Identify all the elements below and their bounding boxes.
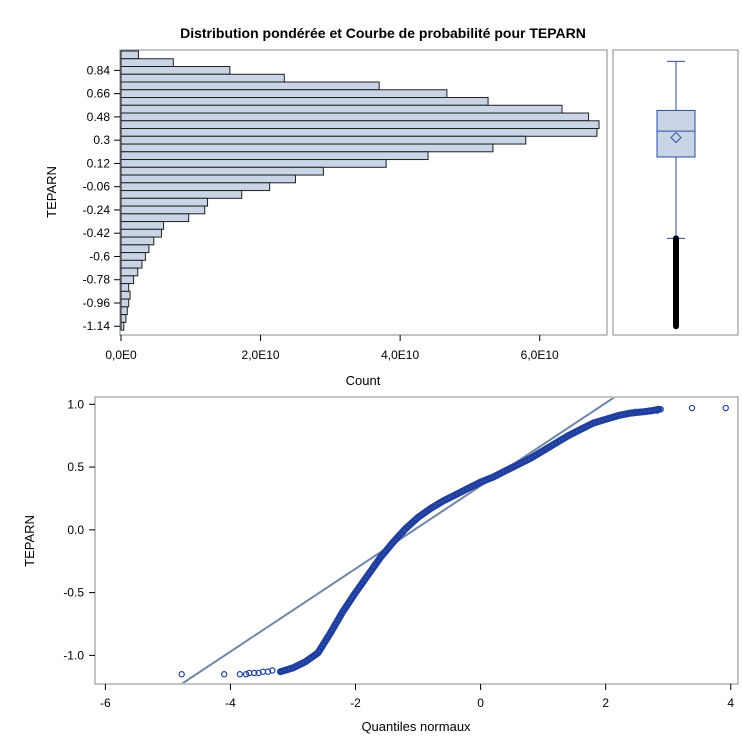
histogram-bar: [120, 267, 139, 277]
histogram-y-tick-label: 0.66: [87, 87, 111, 101]
qq-y-tick-label: 0.5: [67, 460, 84, 474]
qq-x-tick-label: 4: [727, 696, 734, 710]
qq-plot-frame: [94, 396, 739, 685]
histogram-bar: [120, 205, 206, 215]
histogram-bar: [120, 244, 150, 254]
histogram-bar: [120, 252, 146, 261]
qq-point: [636, 408, 644, 416]
qq-y-tick-label: 0.0: [67, 523, 84, 537]
histogram-bar: [120, 97, 489, 106]
qq-point: [722, 404, 729, 412]
histogram-bar: [120, 298, 130, 308]
qq-point: [236, 671, 244, 678]
histogram-bar: [120, 213, 190, 223]
histogram-bar: [120, 58, 174, 68]
histogram-bar: [120, 135, 527, 145]
histogram-bar: [120, 50, 139, 60]
histogram-y-tick-label: 0.48: [87, 110, 111, 124]
boxplot-panel: [612, 49, 739, 336]
qq-reference-line: [181, 398, 616, 683]
histogram-x-tick-label: 4,0E10: [381, 348, 419, 362]
histogram-y-tick-label: 0.12: [87, 156, 111, 170]
boxplot-mean-marker: [670, 131, 682, 144]
histogram-bar: [120, 151, 429, 161]
histogram-bar: [120, 182, 271, 192]
histogram-y-tick-label: 0.3: [93, 133, 110, 147]
histogram-bar: [120, 89, 448, 99]
histogram-bar: [120, 159, 387, 168]
qq-x-tick-label: -4: [225, 696, 236, 710]
histogram-x-tick-label: 2,0E10: [242, 348, 280, 362]
histogram-bar: [120, 290, 131, 300]
histogram-y-axis-label: TEPARN: [44, 166, 59, 218]
histogram-bar: [120, 228, 162, 238]
qq-x-tick-label: -6: [100, 696, 111, 710]
qq-x-tick-label: 0: [477, 696, 484, 710]
histogram-y-tick-label: -0.6: [89, 249, 110, 263]
qq-point: [688, 404, 696, 412]
histogram-x-tick-label: 6,0E10: [521, 348, 559, 362]
histogram-bar: [120, 197, 209, 207]
histogram-bar: [120, 166, 324, 176]
histogram-y-tick-label: -0.24: [83, 203, 111, 217]
histogram-bar: [120, 236, 155, 246]
chart-title: Distribution pondérée et Courbe de proba…: [180, 25, 586, 41]
qq-point: [178, 671, 185, 678]
histogram-bar: [120, 174, 296, 184]
qq-y-tick-label: -1.0: [63, 648, 84, 662]
histogram-bar: [120, 259, 143, 269]
histogram-bar: [120, 143, 494, 153]
histogram-bar: [120, 128, 598, 137]
qq-x-tick-label: -2: [350, 696, 361, 710]
histogram-bar: [120, 221, 165, 230]
histogram-bar: [120, 112, 590, 122]
histogram-bar: [120, 104, 563, 114]
histogram-x-tick-label: 0,0E0: [105, 348, 137, 362]
qq-point: [653, 407, 661, 414]
boxplot-box: [656, 109, 696, 158]
histogram-panel: 0.84 0.66 0.48 0.3 0.12 -0.06 -0.24 -0.42 -0.6 -0…: [44, 49, 608, 388]
qq-y-tick-label: -0.5: [63, 586, 84, 600]
qq-point: [646, 407, 653, 414]
qq-point: [632, 408, 639, 416]
qq-point: [251, 669, 258, 677]
histogram-bar: [120, 314, 127, 323]
qq-sample-curve-texture: [280, 408, 659, 673]
qq-point: [269, 667, 276, 674]
qq-point: [657, 406, 664, 413]
qq-y-axis-label: TEPARN: [22, 515, 37, 567]
histogram-bar: [120, 321, 125, 331]
qq-point: [220, 671, 228, 678]
qq-y-tick-label: 1.0: [67, 397, 84, 411]
histogram-bar: [120, 73, 285, 83]
histogram-bar: [120, 190, 243, 199]
histogram-y-tick-label: -1.14: [83, 319, 111, 333]
histogram-bar: [120, 120, 600, 130]
histogram-y-tick-label: -0.78: [83, 273, 111, 287]
qq-x-tick-label: 2: [602, 696, 609, 710]
histogram-bar: [120, 275, 135, 285]
histogram-x-axis-label: Count: [346, 373, 381, 388]
qq-point: [242, 671, 250, 678]
histogram-y-tick-label: -0.42: [83, 226, 111, 240]
histogram-y-tick-label: -0.06: [83, 180, 111, 194]
histogram-bar: [120, 81, 380, 91]
histogram-bar: [120, 283, 130, 292]
histogram-y-tick-label: -0.96: [83, 296, 111, 310]
histogram-y-tick-label: 0.84: [87, 63, 111, 77]
qq-plot-panel: 1.0 0.5 0.0 -0.5 -1.0 -6 -4 -2 0 2 4 TEPARN Quant…: [22, 396, 739, 734]
qq-x-axis-label: Quantiles normaux: [361, 719, 471, 734]
histogram-bar: [120, 306, 128, 316]
histogram-bar: [120, 66, 231, 75]
